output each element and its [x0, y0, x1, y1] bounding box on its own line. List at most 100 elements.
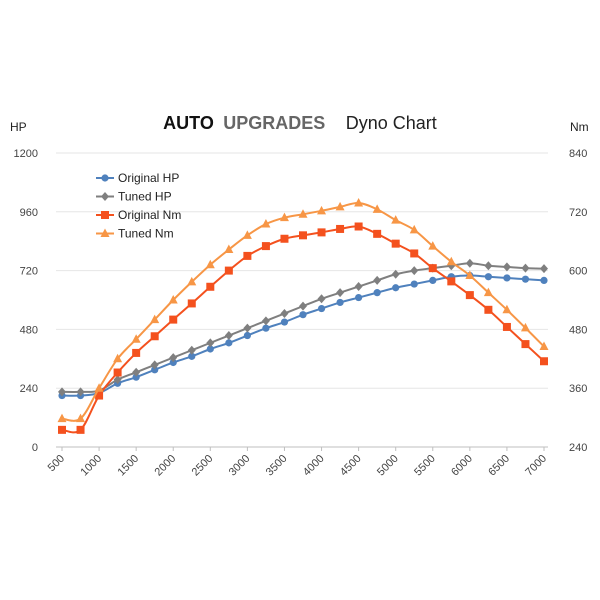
data-point-original-hp	[484, 273, 492, 281]
legend-marker	[101, 211, 109, 219]
data-point-tuned-hp	[132, 367, 141, 377]
data-point-tuned-hp	[76, 387, 85, 397]
data-point-tuned-nm	[539, 341, 549, 351]
data-point-tuned-nm	[76, 413, 86, 423]
data-point-original-hp	[429, 276, 437, 284]
chart-title-text: AUTO UPGRADES Dyno Chart	[163, 113, 437, 133]
right-tick-label: 840	[569, 148, 587, 160]
data-point-tuned-hp	[169, 353, 178, 363]
legend-label: Tuned HP	[118, 190, 172, 204]
data-point-tuned-hp	[540, 264, 548, 274]
title-brand-part2: UPGRADES	[223, 113, 325, 133]
data-point-original-nm	[521, 340, 530, 349]
left-tick-label: 960	[20, 207, 38, 219]
data-point-original-nm	[224, 266, 233, 275]
data-point-tuned-hp	[261, 316, 270, 326]
legend-marker	[100, 228, 110, 237]
data-point-original-hp	[521, 275, 530, 283]
data-point-original-hp	[540, 276, 548, 284]
data-point-tuned-hp	[243, 323, 252, 333]
data-point-original-nm	[169, 315, 178, 324]
x-tick-label: 500	[46, 453, 67, 474]
series-group	[57, 197, 549, 434]
data-point-tuned-nm	[502, 304, 512, 314]
title-brand-part1: AUTO	[163, 113, 214, 133]
x-tick-label: 5500	[412, 453, 438, 479]
right-tick-label: 360	[569, 383, 587, 395]
data-point-tuned-hp	[391, 269, 400, 279]
data-point-tuned-nm	[317, 205, 327, 215]
data-point-tuned-hp	[150, 360, 159, 370]
series-tuned-nm	[57, 197, 549, 423]
x-tick-label: 7000	[523, 453, 549, 479]
legend-item-original-nm: Original Nm	[96, 208, 181, 222]
data-point-tuned-hp	[336, 288, 345, 298]
data-point-tuned-hp	[410, 266, 419, 276]
data-point-original-nm	[261, 242, 270, 251]
gridlines	[56, 152, 548, 389]
left-tick-label: 720	[20, 266, 38, 278]
data-point-tuned-hp	[354, 282, 363, 292]
right-tick-label: 240	[569, 442, 587, 454]
legend-marker	[101, 174, 109, 182]
title-subtitle: Dyno Chart	[346, 113, 437, 133]
data-point-original-nm	[243, 251, 252, 260]
data-point-tuned-nm	[113, 353, 123, 363]
data-point-original-nm	[113, 368, 122, 377]
x-tick-label: 3000	[227, 453, 253, 479]
data-point-tuned-nm	[391, 215, 401, 224]
data-point-original-hp	[225, 339, 233, 347]
data-point-tuned-nm	[483, 287, 493, 297]
data-point-original-hp	[317, 304, 326, 313]
data-point-tuned-hp	[187, 345, 196, 355]
data-point-tuned-nm	[279, 212, 289, 222]
left-tick-label: 1200	[14, 148, 38, 160]
data-point-tuned-nm	[150, 314, 160, 324]
data-point-original-nm	[187, 299, 196, 308]
data-point-tuned-nm	[205, 259, 215, 269]
data-point-tuned-nm	[428, 241, 438, 250]
data-point-tuned-hp	[113, 375, 122, 385]
series-original-nm	[58, 222, 548, 434]
data-point-original-nm	[428, 264, 437, 273]
data-point-original-hp	[280, 318, 289, 326]
legend-label: Original Nm	[118, 208, 181, 222]
right-tick-label: 720	[569, 207, 587, 219]
data-point-tuned-nm	[131, 334, 141, 343]
data-point-tuned-nm	[446, 256, 456, 266]
left-tick-label: 480	[20, 324, 38, 336]
data-point-tuned-hp	[206, 338, 215, 348]
data-point-tuned-nm	[187, 276, 197, 286]
x-tick-label: 4000	[301, 453, 327, 479]
data-point-tuned-hp	[465, 258, 474, 268]
data-point-original-nm	[299, 231, 307, 240]
x-tick-label: 6500	[486, 453, 512, 479]
legend-item-tuned-nm: Tuned Nm	[96, 227, 174, 241]
data-point-tuned-hp	[58, 387, 66, 397]
left-tick-label: 0	[32, 442, 38, 454]
left-axis-ticks: 0 240 480 720 960 1200	[14, 148, 38, 454]
data-point-original-hp	[206, 345, 214, 353]
data-point-original-nm	[132, 348, 141, 357]
data-point-original-nm	[58, 425, 66, 434]
data-point-tuned-nm	[242, 230, 252, 239]
series-original-hp	[58, 271, 548, 400]
data-point-original-hp	[336, 298, 344, 307]
data-point-tuned-nm	[372, 204, 382, 213]
data-point-tuned-nm	[224, 244, 234, 254]
data-point-original-hp	[243, 331, 251, 340]
chart-title: AUTO UPGRADES Dyno Chart	[163, 113, 437, 133]
data-point-tuned-nm	[409, 224, 419, 234]
data-point-original-nm	[410, 249, 419, 258]
data-point-tuned-nm	[168, 295, 178, 304]
data-point-original-nm	[502, 322, 511, 331]
data-point-tuned-nm	[298, 209, 308, 218]
data-point-original-nm	[354, 222, 363, 231]
x-tick-label: 4500	[338, 453, 364, 479]
data-point-tuned-nm	[354, 197, 364, 207]
data-point-original-nm	[206, 282, 215, 291]
x-tick-label: 6000	[449, 453, 475, 479]
data-point-tuned-hp	[502, 262, 511, 272]
data-point-original-hp	[373, 289, 381, 297]
x-tick-label: 2000	[153, 453, 179, 479]
